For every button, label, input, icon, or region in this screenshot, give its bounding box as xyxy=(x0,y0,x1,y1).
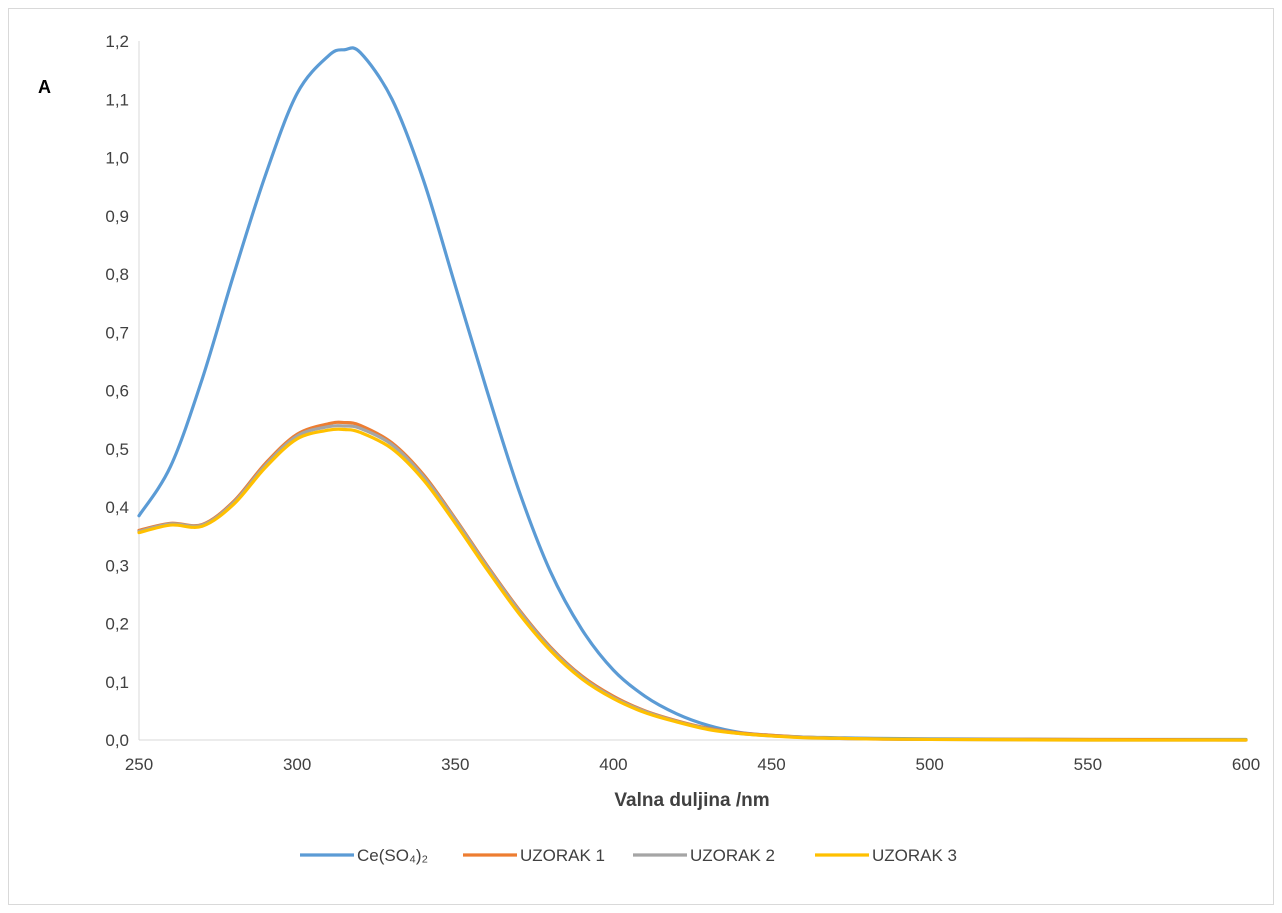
chart-frame xyxy=(8,8,1274,905)
series-line-2 xyxy=(137,420,1248,742)
x-tick-label: 300 xyxy=(283,755,311,774)
y-tick-label: 0,1 xyxy=(105,673,129,692)
legend-label: Ce(SO₄)₂ xyxy=(357,846,428,865)
series-line-4 xyxy=(137,427,1248,742)
legend-label: UZORAK 3 xyxy=(872,846,957,865)
x-tick-label: 350 xyxy=(441,755,469,774)
x-tick-label: 550 xyxy=(1074,755,1102,774)
x-tick-label: 500 xyxy=(916,755,944,774)
x-tick-label: 400 xyxy=(599,755,627,774)
y-axis-title: A xyxy=(38,77,51,97)
y-tick-label: 0,9 xyxy=(105,207,129,226)
y-tick-label: 0,8 xyxy=(105,265,129,284)
y-tick-label: 0,7 xyxy=(105,323,129,342)
axes: 0,0 0,1 0,2 0,3 0,4 0,5 0,6 0,7 0,8 0,9 1,0 1,1 1,2 2… xyxy=(105,32,1260,774)
x-tick-label: 450 xyxy=(757,755,785,774)
y-tick-label: 0,6 xyxy=(105,382,129,401)
x-tick-label: 250 xyxy=(125,755,153,774)
legend-label: UZORAK 2 xyxy=(690,846,775,865)
series-line-3 xyxy=(137,423,1248,742)
y-tick-label: 0,3 xyxy=(105,556,129,575)
y-tick-label: 0,4 xyxy=(105,498,129,517)
y-tick-label: 1,0 xyxy=(105,149,129,168)
y-tick-label: 1,1 xyxy=(105,90,129,109)
y-tick-label: 1,2 xyxy=(105,32,129,51)
x-tick-label: 600 xyxy=(1232,755,1260,774)
legend: Ce(SO₄)₂ UZORAK 1 UZORAK 2 UZORAK 3 xyxy=(300,846,957,865)
y-tick-label: 0,5 xyxy=(105,440,129,459)
x-axis-title: Valna duljina /nm xyxy=(614,790,769,811)
y-tick-label: 0,2 xyxy=(105,615,129,634)
series-layer xyxy=(137,46,1248,742)
legend-label: UZORAK 1 xyxy=(520,846,605,865)
series-line-1 xyxy=(137,46,1248,742)
y-tick-label: 0,0 xyxy=(105,731,129,750)
